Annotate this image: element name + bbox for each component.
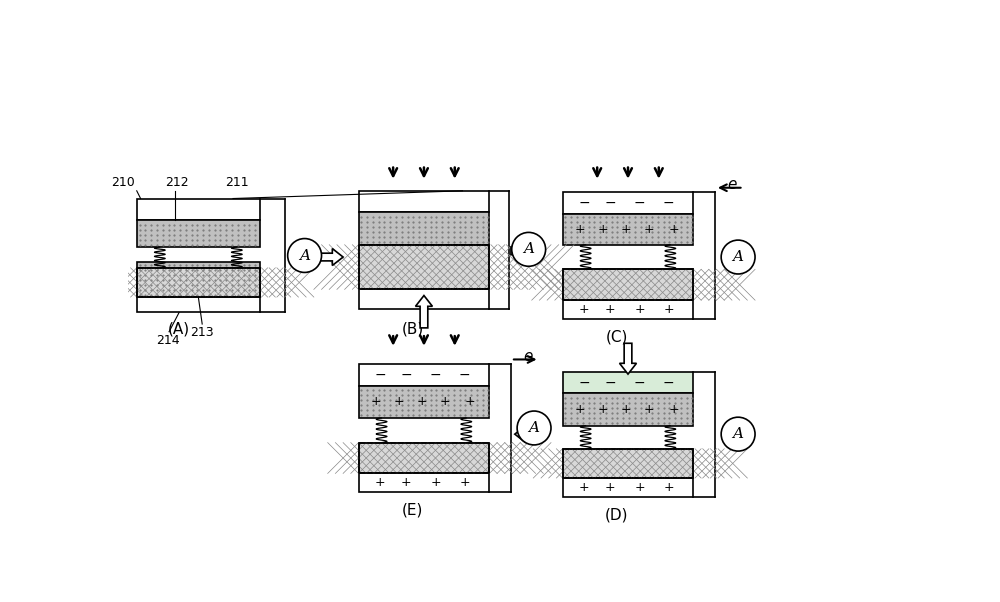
Text: +: + xyxy=(597,223,608,236)
Text: 214: 214 xyxy=(156,334,179,347)
Text: +: + xyxy=(663,481,674,494)
Text: +: + xyxy=(459,476,470,489)
Text: 211: 211 xyxy=(225,176,249,189)
Text: +: + xyxy=(574,223,585,236)
Bar xyxy=(358,473,489,492)
Bar xyxy=(137,297,260,312)
Text: e: e xyxy=(727,177,737,192)
FancyArrow shape xyxy=(620,343,636,374)
Text: +: + xyxy=(605,303,616,316)
Text: +: + xyxy=(579,481,589,494)
Text: +: + xyxy=(574,403,585,416)
Text: +: + xyxy=(370,396,381,408)
FancyArrow shape xyxy=(311,249,343,265)
Circle shape xyxy=(721,240,755,274)
Text: (A): (A) xyxy=(168,322,190,337)
Text: 212: 212 xyxy=(165,176,189,189)
Text: −: − xyxy=(634,376,645,389)
Bar xyxy=(358,245,489,290)
Circle shape xyxy=(517,411,551,445)
Text: +: + xyxy=(663,303,674,316)
Bar xyxy=(563,269,693,300)
Text: +: + xyxy=(597,403,608,416)
Text: −: − xyxy=(634,196,645,210)
Text: (B): (B) xyxy=(401,322,424,337)
Text: A: A xyxy=(733,427,744,441)
Text: (E): (E) xyxy=(402,503,423,518)
Bar xyxy=(563,214,693,245)
Bar xyxy=(563,269,693,300)
Text: +: + xyxy=(401,476,412,489)
Text: +: + xyxy=(439,396,450,408)
Bar xyxy=(137,268,260,297)
Text: +: + xyxy=(375,476,385,489)
Text: +: + xyxy=(634,481,645,494)
Text: −: − xyxy=(663,196,675,210)
Text: 210: 210 xyxy=(111,176,135,189)
Circle shape xyxy=(721,417,755,451)
Text: −: − xyxy=(374,368,386,382)
Bar xyxy=(358,245,489,290)
Bar xyxy=(358,364,489,386)
Bar xyxy=(358,290,489,309)
Text: +: + xyxy=(393,396,404,408)
Text: 213: 213 xyxy=(190,326,214,340)
Text: +: + xyxy=(620,223,631,236)
Text: (C): (C) xyxy=(605,330,628,344)
Bar xyxy=(563,300,693,318)
Text: A: A xyxy=(299,249,310,262)
Text: +: + xyxy=(465,396,475,408)
Bar xyxy=(137,199,260,220)
Bar xyxy=(563,372,693,393)
Bar xyxy=(563,393,693,426)
Bar xyxy=(563,478,693,497)
Text: +: + xyxy=(669,223,680,236)
Text: +: + xyxy=(430,476,441,489)
FancyArrow shape xyxy=(511,243,543,259)
Text: +: + xyxy=(669,403,680,416)
Bar xyxy=(358,191,489,213)
Bar xyxy=(358,442,489,473)
Text: +: + xyxy=(620,403,631,416)
Text: −: − xyxy=(604,376,616,389)
Text: +: + xyxy=(579,303,589,316)
Text: +: + xyxy=(643,223,654,236)
Bar xyxy=(137,220,260,247)
Text: −: − xyxy=(459,368,471,382)
Text: e: e xyxy=(523,349,533,364)
Text: −: − xyxy=(578,376,590,389)
Bar xyxy=(563,193,693,214)
Text: A: A xyxy=(529,421,540,435)
Bar xyxy=(137,268,260,297)
Bar xyxy=(358,386,489,418)
Text: A: A xyxy=(523,243,534,256)
FancyArrow shape xyxy=(415,296,432,328)
Bar xyxy=(358,442,489,473)
Bar xyxy=(137,262,260,297)
Text: +: + xyxy=(643,403,654,416)
Text: −: − xyxy=(430,368,441,382)
Bar xyxy=(358,213,489,245)
Text: −: − xyxy=(400,368,412,382)
Text: −: − xyxy=(578,196,590,210)
Circle shape xyxy=(512,232,546,266)
Text: +: + xyxy=(416,396,427,408)
Text: +: + xyxy=(605,481,616,494)
Text: +: + xyxy=(634,303,645,316)
Bar xyxy=(563,448,693,478)
Text: A: A xyxy=(733,250,744,264)
Text: −: − xyxy=(663,376,675,389)
Text: −: − xyxy=(604,196,616,210)
FancyArrow shape xyxy=(515,426,547,442)
Circle shape xyxy=(288,238,322,273)
Text: (D): (D) xyxy=(605,507,628,523)
Bar xyxy=(563,448,693,478)
